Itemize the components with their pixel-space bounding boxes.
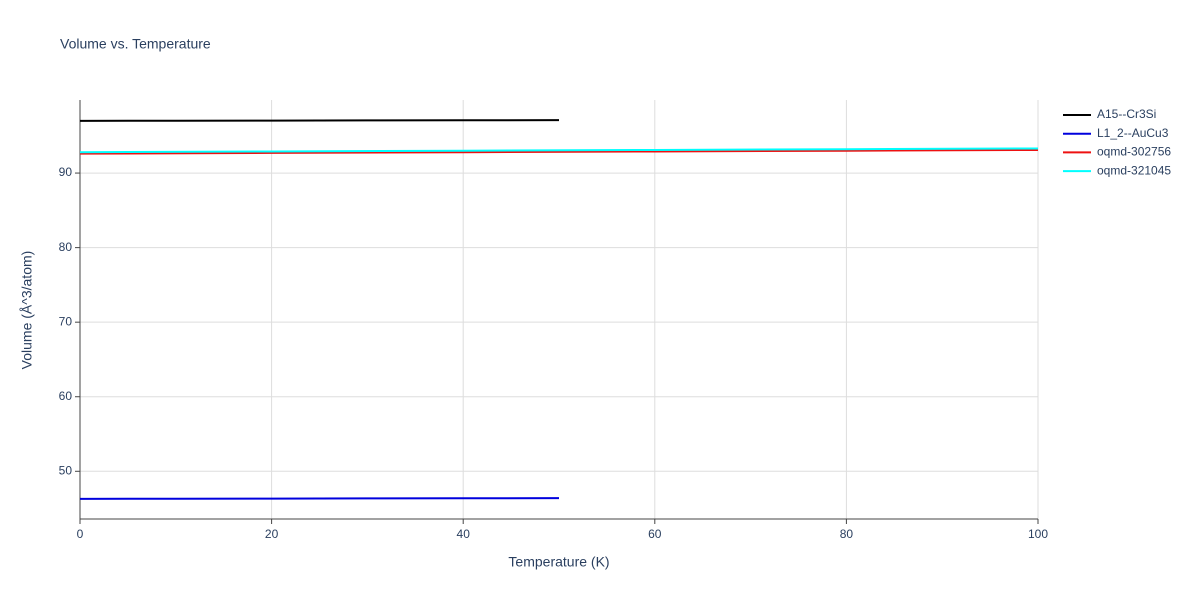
chart-title: Volume vs. Temperature: [60, 36, 211, 52]
x-tick-label: 100: [1028, 527, 1048, 541]
y-axis-label: Volume (Å^3/atom): [19, 251, 35, 370]
x-axis-label: Temperature (K): [508, 554, 609, 570]
legend-label: A15--Cr3Si: [1097, 107, 1156, 121]
x-tick-label: 20: [265, 527, 279, 541]
y-tick-label: 80: [59, 240, 73, 254]
y-tick-label: 50: [59, 463, 73, 477]
series-line: [79, 148, 1039, 155]
series-line: [79, 119, 560, 122]
y-tick-label: 60: [59, 389, 73, 403]
legend-label: L1_2--AuCu3: [1097, 126, 1169, 140]
y-tick-label: 70: [59, 314, 73, 328]
series-line: [79, 147, 1039, 154]
legend-label: oqmd-321045: [1097, 163, 1171, 177]
legend-label: oqmd-302756: [1097, 145, 1171, 159]
x-tick-label: 40: [457, 527, 471, 541]
x-tick-label: 60: [648, 527, 662, 541]
x-tick-label: 0: [77, 527, 84, 541]
y-tick-label: 90: [59, 165, 73, 179]
x-tick-label: 80: [840, 527, 854, 541]
series-line: [79, 497, 560, 500]
